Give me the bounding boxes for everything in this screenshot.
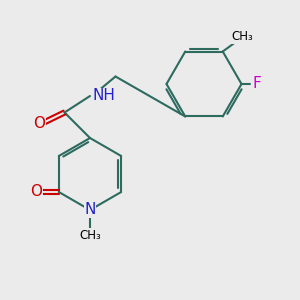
- Text: O: O: [30, 184, 42, 200]
- Text: N: N: [84, 202, 96, 217]
- Text: NH: NH: [93, 88, 116, 104]
- Text: CH₃: CH₃: [79, 229, 101, 242]
- Text: O: O: [33, 116, 45, 130]
- Text: F: F: [253, 76, 262, 92]
- Text: CH₃: CH₃: [231, 30, 253, 43]
